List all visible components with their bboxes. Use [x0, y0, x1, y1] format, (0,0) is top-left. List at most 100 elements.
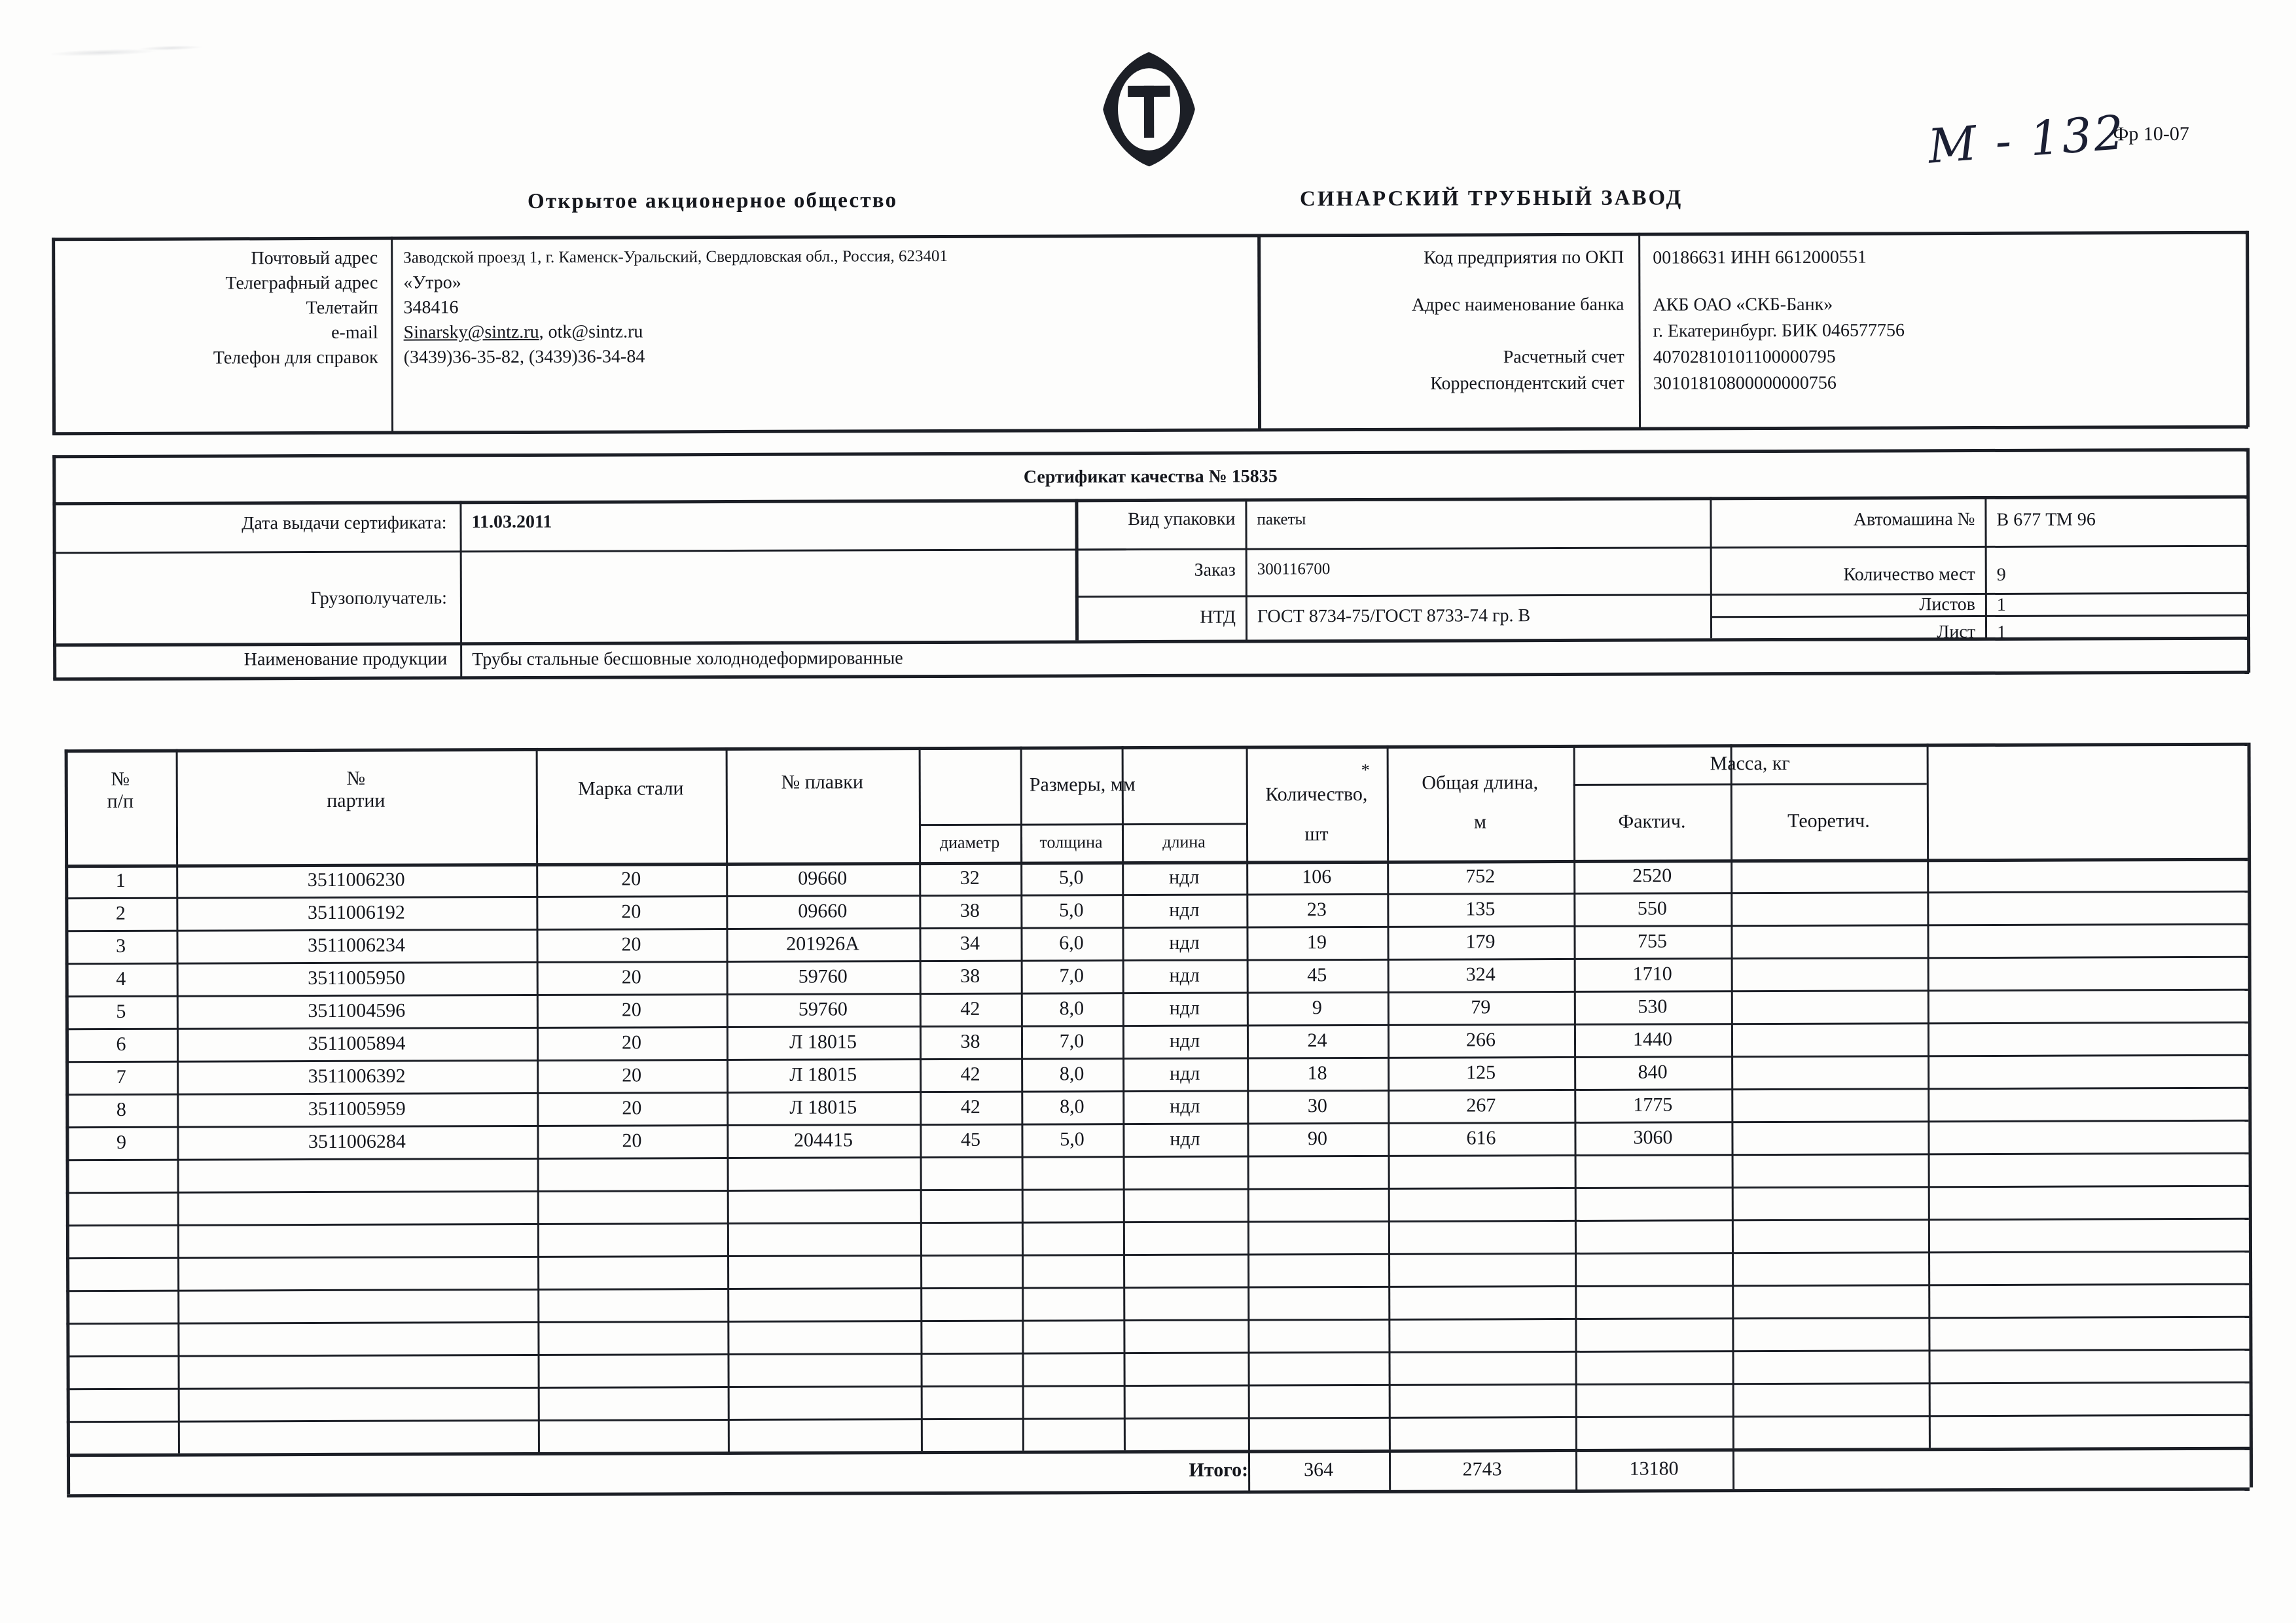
- certificate-title: Сертификат качества № 15835: [1023, 466, 1278, 488]
- table-row-thickness: 5,0: [1059, 899, 1084, 921]
- table-row-total-length: 79: [1471, 996, 1491, 1018]
- label-teletype: Телетайп: [306, 297, 378, 319]
- header-mass-theoretical: Теоретич.: [1787, 810, 1870, 832]
- table-row-total-length: 135: [1465, 898, 1496, 920]
- table-row-divider-17: [66, 1414, 2250, 1423]
- table-row-mass-theoretical: [1731, 1120, 1928, 1154]
- cert-box-top-border: [52, 448, 2249, 459]
- table-row-thickness: 7,0: [1059, 1030, 1085, 1052]
- label-telegraph-address: Телеграфный адрес: [225, 272, 378, 294]
- header-thickness: толщина: [1039, 832, 1103, 852]
- label-okp: Код предприятия по ОКП: [1424, 247, 1624, 268]
- cert-row-sep-order: [1075, 592, 2249, 598]
- table-row-mass-actual: 1440: [1632, 1028, 1673, 1050]
- table-row-divider-11: [65, 1217, 2249, 1227]
- bank-label-divider: [1638, 232, 1641, 429]
- value-packaging: пакеты: [1257, 510, 1306, 529]
- table-row-no: 4: [116, 967, 126, 990]
- label-product-name: Наименование продукции: [243, 649, 448, 670]
- label-bank-name: Адрес наименование банка: [1411, 294, 1624, 315]
- table-row-thickness: 5,0: [1058, 866, 1084, 889]
- table-row-length: ндл: [1169, 964, 1200, 986]
- table-row-mass-theoretical: [1731, 1055, 1928, 1088]
- value-correspondent: 30101810800000000756: [1653, 372, 1837, 394]
- table-row-quantity: 45: [1307, 963, 1327, 986]
- table-row-total-length: 179: [1465, 931, 1496, 953]
- label-ntd: НТД: [1200, 607, 1236, 628]
- header-heat-number: № плавки: [781, 771, 863, 793]
- value-order: 300116700: [1257, 560, 1331, 579]
- email-secondary: , otk@sintz.ru: [539, 321, 643, 342]
- table-row-steel-grade: 20: [622, 1064, 642, 1086]
- table-row-batch: 3511006284: [308, 1130, 406, 1152]
- table-row-length: ндл: [1169, 899, 1200, 921]
- header-steel-grade: Марка стали: [578, 777, 684, 800]
- value-teletype: 348416: [403, 297, 459, 318]
- table-row-diameter: 38: [960, 1030, 980, 1052]
- table-row-heat-number: Л 18015: [789, 1063, 857, 1086]
- value-places: 9: [1996, 564, 2006, 585]
- contacts-label-divider: [391, 236, 394, 433]
- label-correspondent: Корреспондентский счет: [1430, 372, 1624, 394]
- table-row-quantity: 90: [1307, 1127, 1328, 1149]
- totals-quantity: 364: [1304, 1458, 1334, 1481]
- table-row-total-length: 752: [1465, 865, 1496, 887]
- value-sheets: 1: [1996, 594, 2006, 615]
- cert-packaging-label-divider: [1245, 498, 1248, 640]
- value-ntd: ГОСТ 8734-75/ГОСТ 8733-74 гр. В: [1257, 605, 1531, 627]
- table-row-mass-theoretical: [1731, 924, 1927, 957]
- table-row-diameter: 38: [960, 965, 980, 987]
- table-row-batch: 3511005959: [308, 1097, 406, 1120]
- table-row-diameter: 42: [960, 1096, 980, 1118]
- dimensions-sub-divider-1: [1020, 823, 1023, 862]
- table-row-diameter: 32: [960, 866, 980, 889]
- table-row-steel-grade: 20: [622, 1097, 642, 1119]
- table-row-length: ндл: [1169, 997, 1200, 1019]
- table-row-mass-actual: 3060: [1633, 1126, 1673, 1149]
- header-diameter: диаметр: [939, 832, 1000, 853]
- label-vehicle: Автомашина №: [1853, 509, 1975, 530]
- table-row-heat-number: 201926А: [786, 933, 859, 955]
- table-row-thickness: 8,0: [1060, 1096, 1085, 1118]
- product-table: № п/п № партии Марка стали № плавки Размеры, м…: [0, 0, 2296, 1498]
- label-sheets: Листов: [1919, 594, 1975, 615]
- table-row-total-length: 266: [1465, 1029, 1496, 1051]
- cert-divider-mid: [1075, 499, 1079, 641]
- email-primary[interactable]: Sinarsky@sintz.ru: [403, 321, 539, 343]
- table-row-thickness: 8,0: [1059, 997, 1085, 1020]
- table-row-steel-grade: 20: [621, 999, 641, 1021]
- value-vehicle: В 677 ТМ 96: [1996, 509, 2096, 530]
- quantity-asterisk-mark: *: [1361, 760, 1370, 779]
- value-okp: 00186631 ИНН 6612000551: [1653, 247, 1867, 268]
- table-right-border: [2247, 742, 2253, 1488]
- table-row-steel-grade: 20: [621, 966, 641, 988]
- table-row-heat-number: Л 18015: [789, 1096, 857, 1118]
- value-bank-name-2: г. Екатеринбург. БИК 046577756: [1653, 320, 1905, 342]
- label-issue-date: Дата выдачи сертификата:: [242, 512, 447, 534]
- table-row-thickness: 6,0: [1059, 932, 1084, 954]
- header-mass-actual: Фактич.: [1618, 810, 1686, 832]
- table-row-total-length: 324: [1465, 963, 1496, 986]
- table-row-mass-actual: 1710: [1632, 963, 1672, 985]
- form-code: Фр 10-07: [2113, 123, 2189, 145]
- value-settlement: 40702810101100000795: [1653, 346, 1836, 368]
- table-row-no: 6: [116, 1033, 126, 1055]
- table-row-quantity: 23: [1306, 898, 1327, 920]
- header-no: № п/п: [65, 761, 176, 821]
- table-row-divider-14: [66, 1315, 2250, 1325]
- totals-label: Итого:: [1189, 1459, 1249, 1481]
- header-batch: № партии: [176, 760, 536, 820]
- header-batch-line1: №: [346, 767, 366, 789]
- header-total-length-line2: м: [1473, 811, 1486, 833]
- dimensions-sub-divider-2: [1121, 823, 1124, 862]
- table-row-mass-theoretical: [1731, 1088, 1928, 1121]
- table-row-mass-theoretical: [1731, 957, 1928, 990]
- table-row-divider-15: [66, 1348, 2250, 1358]
- table-row-steel-grade: 20: [621, 1031, 642, 1054]
- value-phone: (3439)36-35-82, (3439)36-34-84: [403, 346, 645, 368]
- table-row-diameter: 42: [960, 1063, 980, 1085]
- table-row-quantity: 24: [1307, 1029, 1327, 1051]
- table-row-steel-grade: 20: [621, 868, 641, 890]
- company-logo: [1083, 47, 1215, 172]
